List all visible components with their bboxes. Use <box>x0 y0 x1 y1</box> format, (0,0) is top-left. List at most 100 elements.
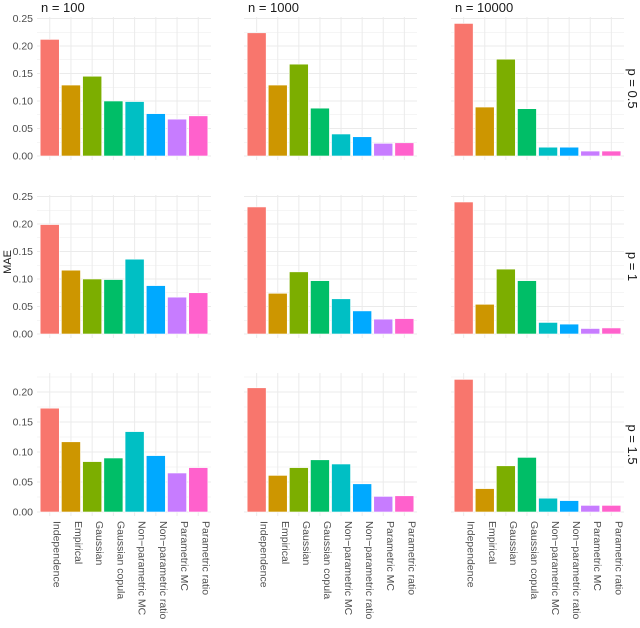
bar-1-0-1 <box>61 269 81 335</box>
y-tick-label: 0.00 <box>13 329 34 341</box>
bar-1-0-7 <box>188 292 209 335</box>
bar-2-1-0 <box>246 387 267 513</box>
bar-0-1-6 <box>373 143 394 157</box>
bar-1-2-2 <box>496 268 516 335</box>
x-tick-label: Non−parametric MC <box>549 521 561 616</box>
bar-0-2-7 <box>601 150 622 157</box>
bar-2-1-1 <box>267 475 288 513</box>
bar-0-2-4 <box>538 146 558 157</box>
bar-1-1-1 <box>267 292 288 335</box>
bar-2-0-7 <box>188 467 209 513</box>
row-strip-label: p = 0.5 <box>625 68 640 108</box>
x-tick-label: Empirical <box>486 521 498 564</box>
bar-1-2-6 <box>580 328 601 335</box>
y-tick-label: 0.05 <box>13 477 34 489</box>
bar-0-1-2 <box>289 63 309 157</box>
bar-2-1-3 <box>310 459 330 513</box>
bar-2-2-5 <box>559 500 579 513</box>
bar-1-2-0 <box>453 201 474 335</box>
x-tick-label: Gaussian copula <box>321 521 333 599</box>
x-tick-label: Parametric ratio <box>199 521 211 595</box>
bar-0-0-0 <box>39 39 60 157</box>
bar-2-0-3 <box>103 457 124 513</box>
y-tick-label: 0.10 <box>13 274 34 286</box>
y-tick-label: 0.10 <box>13 447 34 459</box>
bar-1-1-4 <box>331 298 351 335</box>
x-tick-label: Non−parametric ratio <box>157 521 169 619</box>
y-tick-label: 0.20 <box>13 387 34 399</box>
bar-0-1-1 <box>267 84 288 157</box>
row-strip-label: p = 1.5 <box>625 424 640 464</box>
x-tick-label: Empirical <box>72 521 84 564</box>
column-strip-label: n = 10000 <box>455 0 513 15</box>
x-tick-label: Non−parametric MC <box>342 521 354 616</box>
bar-2-2-4 <box>538 497 558 513</box>
x-tick-label: Independence <box>51 521 63 588</box>
bar-1-1-2 <box>289 271 309 335</box>
bar-2-2-3 <box>517 457 537 513</box>
bar-1-1-0 <box>246 206 267 335</box>
bar-0-0-2 <box>82 75 103 157</box>
bar-0-2-3 <box>517 108 537 157</box>
bar-1-0-5 <box>145 285 166 335</box>
column-strip-label: n = 1000 <box>248 0 299 15</box>
bar-1-0-6 <box>167 296 187 335</box>
x-tick-label: Parametric MC <box>384 521 396 591</box>
x-tick-label: Non−parametric ratio <box>363 521 375 619</box>
x-tick-label: Gaussian copula <box>528 521 540 599</box>
bar-1-2-4 <box>538 322 558 335</box>
bar-2-2-2 <box>496 465 516 513</box>
bar-1-1-5 <box>352 310 372 335</box>
y-tick-label: 0.15 <box>13 417 34 429</box>
bar-2-1-5 <box>352 483 372 513</box>
x-tick-label: Gaussian <box>300 521 312 566</box>
bar-2-0-4 <box>124 431 145 513</box>
bar-0-0-6 <box>167 118 187 157</box>
bar-2-0-1 <box>61 441 81 513</box>
bar-2-2-0 <box>453 379 474 513</box>
bar-0-2-5 <box>559 146 579 157</box>
x-tick-label: Independence <box>465 521 477 588</box>
bar-2-1-2 <box>289 467 309 513</box>
y-tick-label: 0.20 <box>13 41 34 53</box>
bar-0-2-1 <box>474 106 495 157</box>
bar-0-2-2 <box>496 58 516 157</box>
y-tick-label: 0.25 <box>13 13 34 25</box>
bar-2-2-6 <box>580 505 601 513</box>
x-tick-label: Parametric MC <box>178 521 190 591</box>
bar-2-0-0 <box>39 407 60 513</box>
x-tick-label: Parametric ratio <box>612 521 624 595</box>
bar-1-1-6 <box>373 318 394 335</box>
bar-2-0-6 <box>167 472 187 513</box>
column-strip-label: n = 100 <box>41 0 85 15</box>
x-tick-label: Gaussian <box>507 521 519 566</box>
bar-1-2-5 <box>559 323 579 335</box>
bar-0-0-4 <box>124 101 145 157</box>
bar-1-1-3 <box>310 280 330 335</box>
bar-2-1-4 <box>331 463 351 513</box>
bar-1-0-4 <box>124 258 145 335</box>
bar-0-1-4 <box>331 133 351 157</box>
bar-0-1-5 <box>352 136 372 157</box>
bar-2-2-1 <box>474 488 495 513</box>
bar-1-2-7 <box>601 327 622 335</box>
bar-0-2-6 <box>580 150 601 157</box>
y-tick-label: 0.00 <box>13 507 34 519</box>
x-tick-label: Independence <box>258 521 270 588</box>
y-tick-label: 0.00 <box>13 151 34 163</box>
x-tick-label: Non−parametric MC <box>136 521 148 616</box>
x-tick-label: Gaussian copula <box>114 521 126 599</box>
bar-0-1-3 <box>310 107 330 157</box>
row-strip-label: p = 1 <box>625 252 640 281</box>
bar-0-0-7 <box>188 115 209 157</box>
bar-1-0-2 <box>82 278 103 335</box>
bar-2-1-7 <box>394 495 415 513</box>
y-tick-label: 0.05 <box>13 123 34 135</box>
x-tick-label: Non−parametric ratio <box>570 521 582 619</box>
bar-0-0-3 <box>103 100 124 157</box>
bar-1-2-1 <box>474 303 495 335</box>
bar-0-0-1 <box>61 84 81 157</box>
bar-1-1-7 <box>394 318 415 335</box>
y-tick-label: 0.10 <box>13 96 34 108</box>
